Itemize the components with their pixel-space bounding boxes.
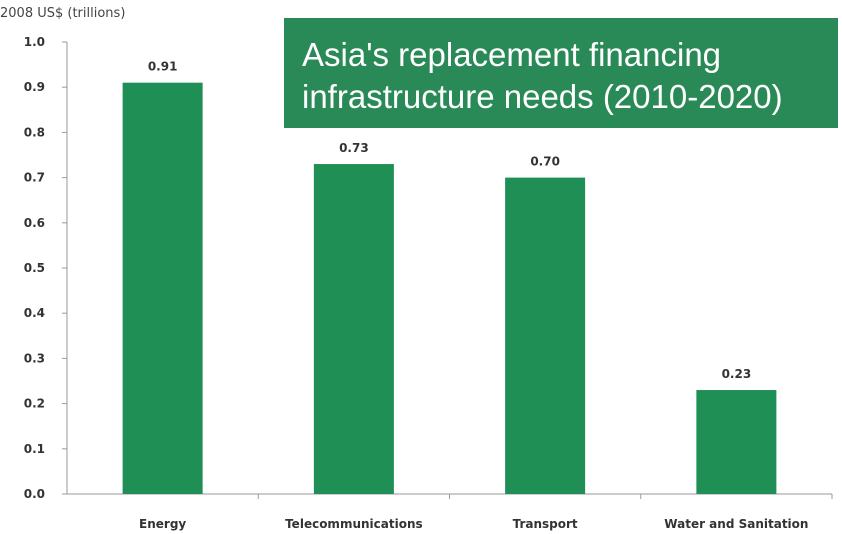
chart-title-line-1: Asia's replacement financing (302, 36, 722, 73)
bar-value-label: 0.73 (339, 141, 369, 155)
bar-value-label: 0.91 (148, 60, 178, 74)
bar-energy (122, 82, 203, 495)
y-tick-label: 1.0 (24, 35, 45, 49)
y-tick-label: 0.9 (24, 80, 45, 94)
y-tick-label: 0.2 (24, 397, 45, 411)
bar-transport (505, 177, 586, 494)
y-tick-label: 0.8 (24, 125, 45, 139)
y-axis-unit-label: 2008 US$ (trillions) (0, 6, 126, 21)
x-category-label: Telecommunications (285, 517, 423, 531)
x-category-label: Energy (139, 517, 186, 531)
chart-title-line-2: infrastructure needs (2010-2020) (302, 78, 783, 115)
x-category-label: Transport (513, 517, 578, 531)
y-tick-label: 0.6 (24, 216, 45, 230)
y-tick-label: 0.4 (24, 306, 45, 320)
y-tick-label: 0.5 (24, 261, 45, 275)
y-tick-label: 0.3 (24, 351, 45, 365)
bar-telecommunications (313, 164, 394, 495)
y-tick-label: 0.0 (24, 487, 45, 501)
bar-value-label: 0.70 (530, 155, 560, 169)
bar-water-and-sanitation (696, 390, 777, 494)
bar-value-label: 0.23 (722, 367, 752, 381)
chart-labels: 0.0 0.1 0.2 0.3 0.4 0.5 0.6 0.7 0.8 0.9 1.0 0.91 Ene… (24, 35, 809, 531)
chart-bars (122, 82, 777, 495)
y-tick-label: 0.1 (24, 442, 45, 456)
chart-title-box: Asia's replacement financing infrastruct… (284, 18, 838, 128)
y-tick-label: 0.7 (24, 171, 45, 185)
x-category-label: Water and Sanitation (664, 517, 808, 531)
